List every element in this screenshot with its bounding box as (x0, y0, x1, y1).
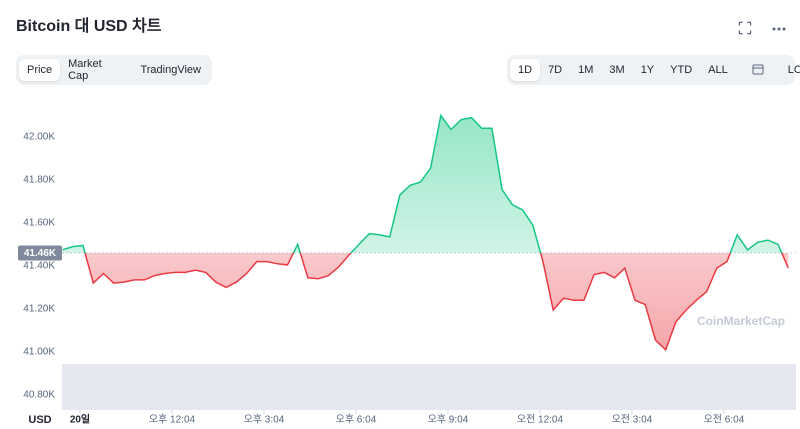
x-tick-label: 오후 12:04 (149, 414, 196, 426)
tab[interactable]: 1D (510, 59, 541, 81)
fullscreen-icon[interactable] (738, 21, 752, 35)
area-up (62, 115, 782, 254)
tab[interactable]: ALL (708, 64, 728, 76)
y-tick-label: 41.20K (23, 304, 55, 315)
volume-band (62, 364, 796, 410)
y-tick-label: 41.60K (23, 218, 55, 229)
x-tick-label: 오전 3:04 (612, 414, 653, 426)
x-tick-label: 20일 (70, 413, 90, 426)
tab[interactable]: 1M (578, 64, 594, 76)
title: Bitcoin 대 USD 차트 (16, 18, 162, 35)
currency-label: USD (28, 414, 51, 426)
top-icons (738, 21, 786, 35)
price-line-up (62, 113, 783, 254)
x-tick-label: 오후 9:04 (428, 414, 469, 426)
watermark: CoinMarketCap (697, 314, 785, 328)
calendar-glyph (752, 64, 764, 74)
y-tick-label: 40.80K (23, 390, 55, 401)
x-tick-label: 오전 6:04 (704, 414, 745, 426)
calendar-icon[interactable] (744, 58, 772, 83)
tab[interactable]: 3M (609, 64, 625, 76)
tab[interactable]: Market Cap (68, 58, 102, 82)
y-tick-label: 41.80K (23, 175, 55, 186)
range-group: 1D 7D 1M 3M 1Y YTD ALL LOG (507, 55, 800, 85)
more-icon[interactable] (772, 27, 786, 31)
reference-badge (18, 245, 62, 261)
y-tick-label: 41.00K (23, 347, 55, 358)
x-tick-label: 오후 3:04 (244, 414, 285, 426)
reference-label: 41.46K (24, 248, 57, 259)
y-tick-label: 42.00K (23, 132, 55, 143)
area-down (62, 253, 789, 350)
tab-group: Price Market Cap TradingView (16, 55, 212, 85)
tab[interactable]: TradingView (140, 64, 201, 76)
tab[interactable]: 1Y (640, 64, 655, 76)
tab[interactable]: LOG (787, 64, 800, 76)
y-tick-label: 41.40K (23, 261, 55, 272)
tab[interactable]: 7D (548, 64, 563, 76)
x-tick-label: 오전 12:04 (517, 414, 564, 426)
x-tick-label: 오후 6:04 (336, 414, 377, 426)
tab[interactable]: YTD (670, 64, 693, 76)
price-line-down (84, 253, 789, 352)
tab[interactable]: Price (19, 59, 61, 81)
